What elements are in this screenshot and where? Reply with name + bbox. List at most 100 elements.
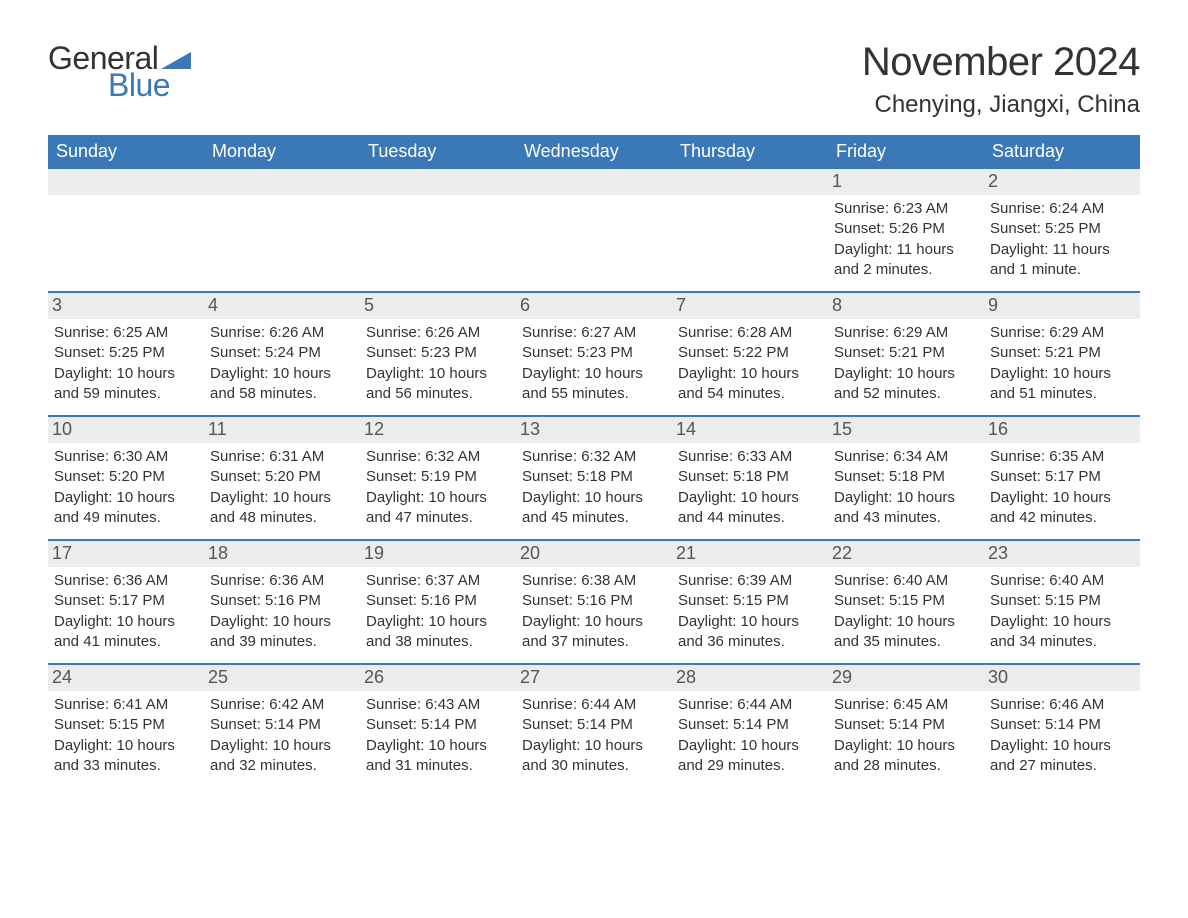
daylight-text: and 35 minutes. bbox=[834, 632, 978, 652]
sunrise-text: Sunrise: 6:45 AM bbox=[834, 695, 978, 715]
sunrise-text: Sunrise: 6:40 AM bbox=[834, 571, 978, 591]
calendar-cell-empty bbox=[516, 169, 672, 291]
daylight-text: and 48 minutes. bbox=[210, 508, 354, 528]
day-number: 9 bbox=[984, 293, 1140, 319]
daylight-text: and 28 minutes. bbox=[834, 756, 978, 776]
daylight-text: and 1 minute. bbox=[990, 260, 1134, 280]
daylight-text: Daylight: 10 hours bbox=[678, 736, 822, 756]
day-number: 8 bbox=[828, 293, 984, 319]
day-number bbox=[672, 169, 828, 195]
calendar-week: 17Sunrise: 6:36 AMSunset: 5:17 PMDayligh… bbox=[48, 539, 1140, 663]
sunset-text: Sunset: 5:14 PM bbox=[678, 715, 822, 735]
sunrise-text: Sunrise: 6:44 AM bbox=[678, 695, 822, 715]
sunset-text: Sunset: 5:20 PM bbox=[54, 467, 198, 487]
calendar-week: 3Sunrise: 6:25 AMSunset: 5:25 PMDaylight… bbox=[48, 291, 1140, 415]
calendar-cell: 26Sunrise: 6:43 AMSunset: 5:14 PMDayligh… bbox=[360, 665, 516, 787]
sunset-text: Sunset: 5:18 PM bbox=[678, 467, 822, 487]
daylight-text: Daylight: 10 hours bbox=[366, 612, 510, 632]
sunrise-text: Sunrise: 6:30 AM bbox=[54, 447, 198, 467]
day-number: 17 bbox=[48, 541, 204, 567]
calendar-cell: 24Sunrise: 6:41 AMSunset: 5:15 PMDayligh… bbox=[48, 665, 204, 787]
daylight-text: Daylight: 10 hours bbox=[678, 488, 822, 508]
sunset-text: Sunset: 5:14 PM bbox=[210, 715, 354, 735]
calendar-cell: 20Sunrise: 6:38 AMSunset: 5:16 PMDayligh… bbox=[516, 541, 672, 663]
calendar-cell: 25Sunrise: 6:42 AMSunset: 5:14 PMDayligh… bbox=[204, 665, 360, 787]
daylight-text: Daylight: 10 hours bbox=[990, 488, 1134, 508]
daylight-text: and 39 minutes. bbox=[210, 632, 354, 652]
sunset-text: Sunset: 5:24 PM bbox=[210, 343, 354, 363]
daylight-text: and 2 minutes. bbox=[834, 260, 978, 280]
calendar-week: 1Sunrise: 6:23 AMSunset: 5:26 PMDaylight… bbox=[48, 169, 1140, 291]
sunset-text: Sunset: 5:16 PM bbox=[210, 591, 354, 611]
calendar-cell: 9Sunrise: 6:29 AMSunset: 5:21 PMDaylight… bbox=[984, 293, 1140, 415]
daylight-text: and 41 minutes. bbox=[54, 632, 198, 652]
calendar-week: 24Sunrise: 6:41 AMSunset: 5:15 PMDayligh… bbox=[48, 663, 1140, 787]
sunrise-text: Sunrise: 6:29 AM bbox=[990, 323, 1134, 343]
day-number bbox=[360, 169, 516, 195]
daylight-text: Daylight: 10 hours bbox=[366, 736, 510, 756]
daylight-text: Daylight: 10 hours bbox=[834, 736, 978, 756]
sunset-text: Sunset: 5:14 PM bbox=[522, 715, 666, 735]
sunrise-text: Sunrise: 6:41 AM bbox=[54, 695, 198, 715]
day-number: 1 bbox=[828, 169, 984, 195]
daylight-text: Daylight: 10 hours bbox=[366, 488, 510, 508]
day-number: 18 bbox=[204, 541, 360, 567]
calendar-cell: 29Sunrise: 6:45 AMSunset: 5:14 PMDayligh… bbox=[828, 665, 984, 787]
calendar-cell: 10Sunrise: 6:30 AMSunset: 5:20 PMDayligh… bbox=[48, 417, 204, 539]
day-number: 24 bbox=[48, 665, 204, 691]
day-number: 7 bbox=[672, 293, 828, 319]
dayname-header: Wednesday bbox=[516, 135, 672, 169]
daylight-text: Daylight: 10 hours bbox=[990, 364, 1134, 384]
dayname-header: Tuesday bbox=[360, 135, 516, 169]
sunrise-text: Sunrise: 6:43 AM bbox=[366, 695, 510, 715]
day-number: 5 bbox=[360, 293, 516, 319]
daylight-text: Daylight: 10 hours bbox=[990, 736, 1134, 756]
daylight-text: Daylight: 10 hours bbox=[210, 488, 354, 508]
daylight-text: Daylight: 11 hours bbox=[990, 240, 1134, 260]
daylight-text: Daylight: 10 hours bbox=[54, 488, 198, 508]
location: Chenying, Jiangxi, China bbox=[862, 91, 1140, 119]
daylight-text: Daylight: 10 hours bbox=[990, 612, 1134, 632]
calendar-cell: 15Sunrise: 6:34 AMSunset: 5:18 PMDayligh… bbox=[828, 417, 984, 539]
day-number: 21 bbox=[672, 541, 828, 567]
day-number: 14 bbox=[672, 417, 828, 443]
sunset-text: Sunset: 5:26 PM bbox=[834, 219, 978, 239]
daylight-text: and 54 minutes. bbox=[678, 384, 822, 404]
daylight-text: and 34 minutes. bbox=[990, 632, 1134, 652]
calendar-cell-empty bbox=[204, 169, 360, 291]
daylight-text: and 42 minutes. bbox=[990, 508, 1134, 528]
calendar-cell: 19Sunrise: 6:37 AMSunset: 5:16 PMDayligh… bbox=[360, 541, 516, 663]
sunrise-text: Sunrise: 6:27 AM bbox=[522, 323, 666, 343]
sunrise-text: Sunrise: 6:44 AM bbox=[522, 695, 666, 715]
sunrise-text: Sunrise: 6:25 AM bbox=[54, 323, 198, 343]
header: General Blue November 2024 Chenying, Jia… bbox=[48, 40, 1140, 119]
daylight-text: Daylight: 10 hours bbox=[54, 364, 198, 384]
daylight-text: Daylight: 10 hours bbox=[522, 736, 666, 756]
day-number: 28 bbox=[672, 665, 828, 691]
day-number: 16 bbox=[984, 417, 1140, 443]
calendar-cell: 6Sunrise: 6:27 AMSunset: 5:23 PMDaylight… bbox=[516, 293, 672, 415]
calendar-cell: 18Sunrise: 6:36 AMSunset: 5:16 PMDayligh… bbox=[204, 541, 360, 663]
calendar-cell: 11Sunrise: 6:31 AMSunset: 5:20 PMDayligh… bbox=[204, 417, 360, 539]
sunset-text: Sunset: 5:22 PM bbox=[678, 343, 822, 363]
sunrise-text: Sunrise: 6:35 AM bbox=[990, 447, 1134, 467]
daylight-text: and 56 minutes. bbox=[366, 384, 510, 404]
calendar-cell: 30Sunrise: 6:46 AMSunset: 5:14 PMDayligh… bbox=[984, 665, 1140, 787]
day-number: 23 bbox=[984, 541, 1140, 567]
calendar-cell: 13Sunrise: 6:32 AMSunset: 5:18 PMDayligh… bbox=[516, 417, 672, 539]
sunrise-text: Sunrise: 6:42 AM bbox=[210, 695, 354, 715]
daylight-text: Daylight: 10 hours bbox=[210, 736, 354, 756]
day-number bbox=[48, 169, 204, 195]
daylight-text: and 45 minutes. bbox=[522, 508, 666, 528]
daylight-text: and 27 minutes. bbox=[990, 756, 1134, 776]
daylight-text: and 38 minutes. bbox=[366, 632, 510, 652]
calendar-cell: 16 Sunrise: 6:35 AMSunset: 5:17 PMDayligh… bbox=[984, 417, 1140, 539]
sunrise-text: Sunrise: 6:32 AM bbox=[522, 447, 666, 467]
calendar-cell: 17Sunrise: 6:36 AMSunset: 5:17 PMDayligh… bbox=[48, 541, 204, 663]
daylight-text: and 44 minutes. bbox=[678, 508, 822, 528]
sunrise-text: Sunrise: 6:26 AM bbox=[210, 323, 354, 343]
daylight-text: and 31 minutes. bbox=[366, 756, 510, 776]
daylight-text: and 59 minutes. bbox=[54, 384, 198, 404]
daylight-text: Daylight: 10 hours bbox=[834, 612, 978, 632]
sunset-text: Sunset: 5:17 PM bbox=[990, 467, 1134, 487]
